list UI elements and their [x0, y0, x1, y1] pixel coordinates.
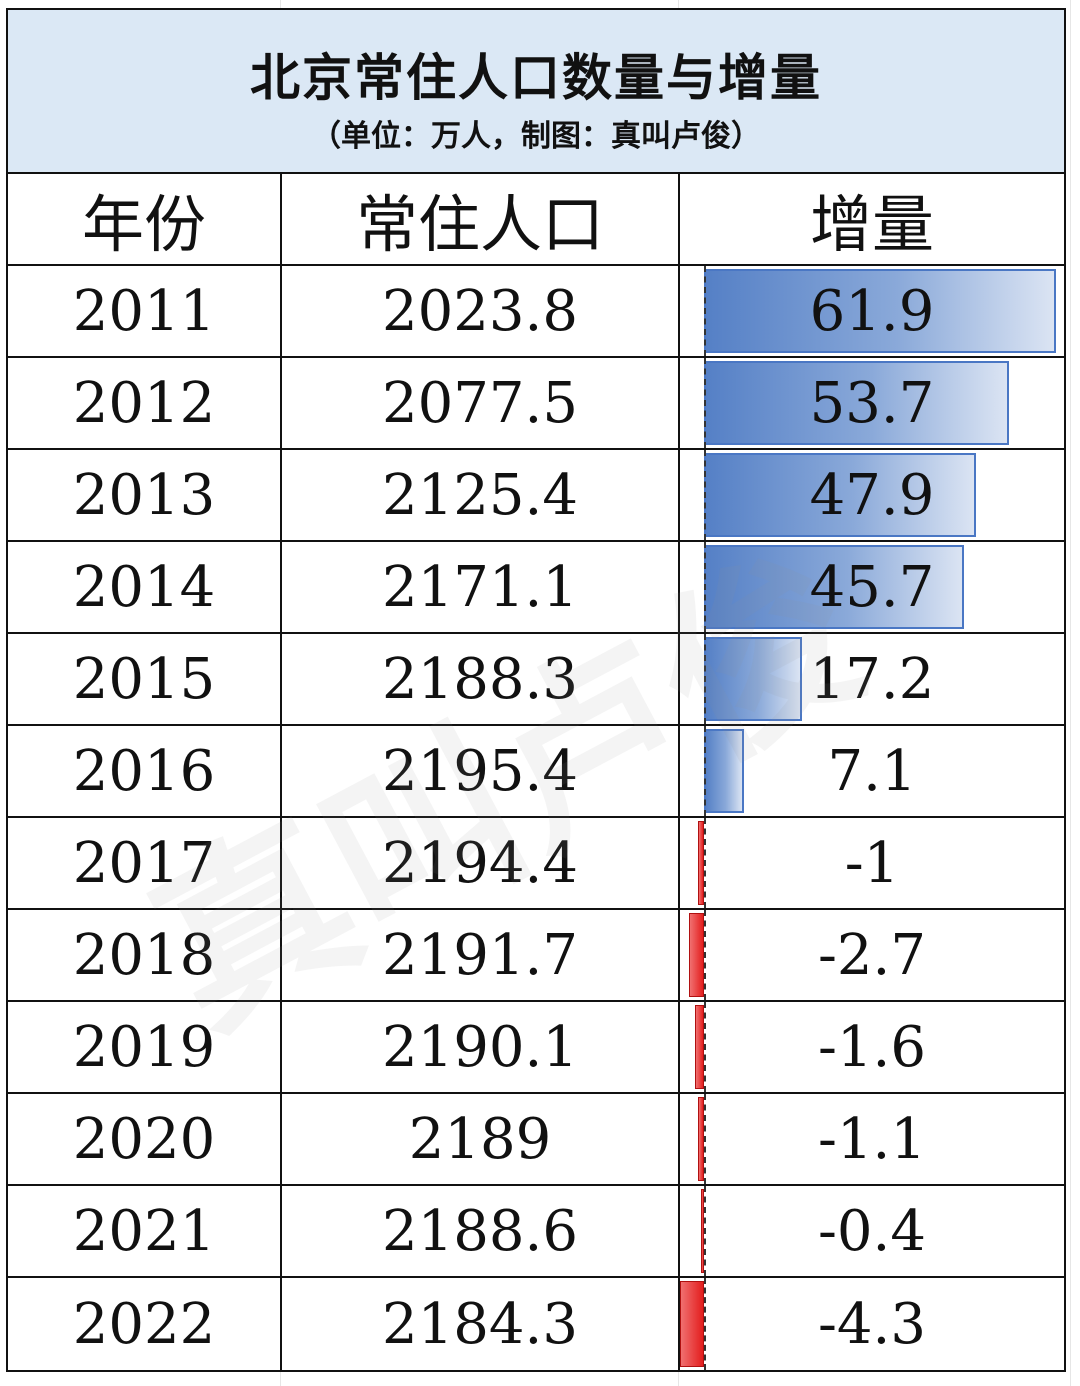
bar-axis-line: [704, 1002, 706, 1092]
bar-axis-line: [704, 1186, 706, 1276]
increase-value-label: 53.7: [809, 370, 935, 436]
bar-axis-line: [704, 910, 706, 1000]
negative-increase-bar: [688, 913, 704, 997]
table-row: 2011 2023.8 61.9: [8, 266, 1064, 358]
bar-axis-line: [704, 634, 706, 724]
data-table: 北京常住人口数量与增量 （单位：万人，制图：真叫卢俊） 年份 常住人口 增量 2…: [6, 8, 1066, 1372]
year-cell: 2015: [8, 634, 282, 724]
year-cell: 2011: [8, 266, 282, 356]
column-header-population: 常住人口: [282, 174, 680, 264]
population-cell: 2184.3: [282, 1278, 680, 1370]
increase-cell: 47.9: [680, 450, 1064, 540]
increase-value-label: -1.1: [818, 1106, 926, 1172]
increase-cell: -1: [680, 818, 1064, 908]
increase-value-label: 17.2: [809, 646, 935, 712]
year-cell: 2018: [8, 910, 282, 1000]
population-cell: 2077.5: [282, 358, 680, 448]
increase-cell: -0.4: [680, 1186, 1064, 1276]
table-row: 2015 2188.3 17.2: [8, 634, 1064, 726]
population-cell: 2194.4: [282, 818, 680, 908]
bar-axis-line: [704, 450, 706, 540]
population-cell: 2023.8: [282, 266, 680, 356]
bar-axis-line: [704, 358, 706, 448]
column-header-increase: 增量: [809, 188, 934, 261]
table-row: 2022 2184.3 -4.3: [8, 1278, 1064, 1370]
population-cell: 2190.1: [282, 1002, 680, 1092]
increase-value-label: -2.7: [818, 922, 926, 988]
positive-increase-bar: [704, 545, 964, 629]
bar-axis-line: [704, 818, 706, 908]
bar-axis-line: [704, 542, 706, 632]
population-cell: 2171.1: [282, 542, 680, 632]
table-row: 2013 2125.4 47.9: [8, 450, 1064, 542]
title-block: 北京常住人口数量与增量 （单位：万人，制图：真叫卢俊）: [8, 10, 1064, 174]
increase-cell: -4.3: [679, 1278, 1064, 1370]
grid-line: [1070, 0, 1071, 1386]
negative-increase-bar: [698, 821, 704, 905]
positive-increase-bar: [704, 729, 745, 813]
increase-cell: 53.7: [680, 358, 1064, 448]
increase-value-label: -1.6: [818, 1014, 926, 1080]
population-cell: 2188.3: [282, 634, 680, 724]
table-row: 2021 2188.6 -0.4: [8, 1186, 1064, 1278]
increase-cell: 45.7: [680, 542, 1064, 632]
population-cell: 2191.7: [282, 910, 680, 1000]
increase-cell: -2.7: [680, 910, 1064, 1000]
increase-cell: -1.1: [680, 1094, 1064, 1184]
increase-value-label: 7.1: [827, 738, 917, 804]
year-cell: 2016: [8, 726, 282, 816]
chart-subtitle: （单位：万人，制图：真叫卢俊）: [311, 119, 761, 154]
table-row: 2018 2191.7 -2.7: [8, 910, 1064, 1002]
table-row: 2016 2195.4 7.1: [8, 726, 1064, 818]
table-body: 2011 2023.8 61.9 2012 2077.5 53.7 2013 2125.4 47…: [8, 266, 1064, 1370]
increase-value-label: -0.4: [818, 1198, 926, 1264]
increase-cell: -1.6: [680, 1002, 1064, 1092]
population-cell: 2195.4: [282, 726, 680, 816]
bar-axis-line: [704, 1094, 706, 1184]
increase-cell: 7.1: [680, 726, 1064, 816]
year-cell: 2022: [8, 1278, 282, 1370]
bar-axis-line: [704, 1278, 706, 1370]
negative-increase-bar: [701, 1189, 704, 1273]
header-row: 年份 常住人口 增量: [8, 174, 1064, 266]
table-row: 2012 2077.5 53.7: [8, 358, 1064, 450]
increase-value-label: -1: [844, 830, 900, 896]
year-cell: 2017: [8, 818, 282, 908]
bar-axis-line: [704, 266, 706, 356]
table-row: 2020 2189 -1.1: [8, 1094, 1064, 1186]
column-header-year: 年份: [8, 174, 282, 264]
year-cell: 2019: [8, 1002, 282, 1092]
increase-value-label: 45.7: [809, 554, 935, 620]
increase-value-label: 47.9: [809, 462, 935, 528]
year-cell: 2020: [8, 1094, 282, 1184]
increase-value-label: -4.3: [818, 1291, 926, 1357]
population-cell: 2189: [282, 1094, 680, 1184]
table-row: 2017 2194.4 -1: [8, 818, 1064, 910]
positive-increase-bar: [704, 637, 802, 721]
bar-axis-line: [704, 726, 706, 816]
table-row: 2019 2190.1 -1.6: [8, 1002, 1064, 1094]
year-cell: 2014: [8, 542, 282, 632]
increase-cell: 17.2: [680, 634, 1064, 724]
positive-increase-bar: [704, 361, 1010, 445]
increase-value-label: 61.9: [809, 278, 935, 344]
year-cell: 2021: [8, 1186, 282, 1276]
chart-title: 北京常住人口数量与增量: [250, 48, 822, 107]
negative-increase-bar: [679, 1281, 704, 1367]
year-cell: 2012: [8, 358, 282, 448]
population-cell: 2125.4: [282, 450, 680, 540]
year-cell: 2013: [8, 450, 282, 540]
population-cell: 2188.6: [282, 1186, 680, 1276]
increase-cell: 61.9: [680, 266, 1064, 356]
table-row: 2014 2171.1 45.7: [8, 542, 1064, 634]
negative-increase-bar: [694, 1005, 704, 1089]
negative-increase-bar: [697, 1097, 704, 1181]
